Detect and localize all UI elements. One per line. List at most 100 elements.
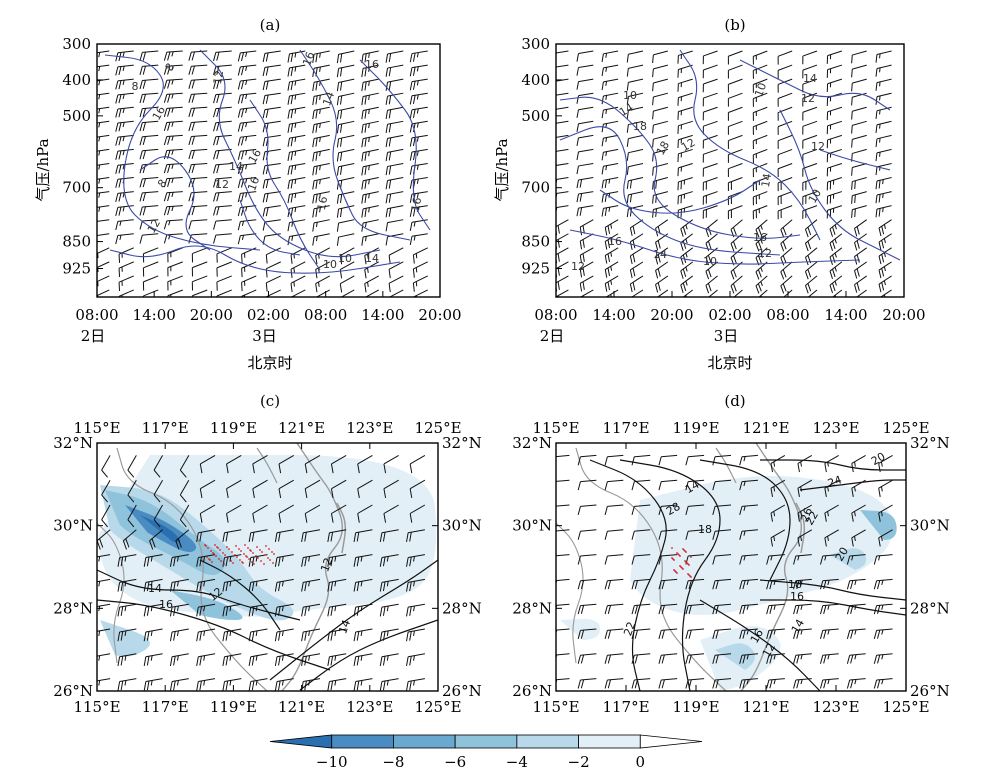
barb-feather: [278, 556, 281, 567]
panel-d-title: (d): [724, 392, 745, 410]
barb-feather: [316, 298, 317, 307]
barb-shaft: [878, 219, 892, 229]
wind-barb: [685, 578, 705, 590]
barb-feather: [383, 463, 387, 474]
barb-half-feather: [879, 152, 881, 157]
barb-half-feather: [334, 605, 337, 612]
contour-label: 14: [336, 618, 353, 636]
x-tick-label: 14:00: [361, 306, 404, 324]
barb-feather: [265, 179, 269, 189]
barb-feather: [139, 122, 143, 132]
wind-barb: [222, 628, 242, 642]
barb-half-feather: [685, 295, 687, 297]
barb-half-feather: [98, 206, 101, 212]
barb-shaft: [728, 78, 743, 85]
wind-barb: [829, 275, 843, 294]
wind-barb: [601, 205, 619, 217]
barb-shaft: [580, 554, 597, 557]
barb-shaft: [264, 191, 281, 195]
wind-barb: [802, 191, 818, 205]
wind-barb: [626, 191, 644, 204]
panel-b-xlabel: 北京时: [707, 354, 752, 372]
barb-feather: [191, 136, 195, 145]
barb-shaft: [331, 479, 347, 490]
wind-barb: [556, 529, 570, 532]
wind-barb: [188, 50, 208, 61]
red-dot: [250, 550, 252, 552]
barb-feather: [607, 281, 611, 291]
barb-shaft: [607, 529, 624, 532]
barb-feather: [409, 606, 412, 616]
wind-barb: [826, 64, 843, 78]
barb-shaft: [680, 275, 694, 286]
barb-shaft: [338, 162, 355, 168]
barb-feather: [312, 194, 315, 204]
barb-feather: [604, 456, 608, 466]
wind-barb: [262, 106, 281, 119]
wind-barb: [577, 578, 597, 590]
barb-feather: [139, 136, 143, 146]
barb-feather: [364, 194, 367, 203]
contour-label: 14: [803, 72, 817, 85]
barb-feather: [120, 631, 124, 641]
wind-barb: [685, 479, 705, 491]
wind-barb: [301, 578, 321, 592]
barb-shaft: [142, 106, 159, 110]
barb-feather: [705, 257, 710, 266]
barb-feather: [163, 94, 168, 103]
barb-feather: [652, 111, 654, 120]
red-dot: [231, 551, 233, 553]
barb-feather: [213, 178, 217, 188]
wind-barb: [655, 275, 669, 293]
barb-feather: [364, 208, 367, 218]
barb-feather: [873, 555, 878, 565]
barb-half-feather: [245, 94, 248, 100]
wind-barb: [556, 219, 569, 236]
barb-shaft: [329, 678, 347, 683]
barb-half-feather: [685, 252, 688, 258]
barb-shaft: [653, 106, 668, 112]
barb-feather: [143, 631, 147, 642]
panel-c-axes: 115°E115°E117°E117°E119°E119°E121°E121°E…: [53, 419, 481, 716]
barb-feather: [248, 607, 252, 617]
wind-barb: [115, 78, 134, 90]
red-dot: [264, 554, 266, 556]
wind-barb: [777, 191, 793, 206]
barb-shaft: [179, 455, 190, 471]
barb-feather: [304, 488, 308, 498]
barb-half-feather: [834, 295, 837, 297]
barb-feather: [406, 532, 409, 543]
barb-feather: [580, 297, 581, 305]
wind-barb: [556, 205, 569, 215]
wind-barb: [188, 134, 208, 146]
barb-shaft: [768, 603, 785, 607]
contour-label: 20: [869, 450, 888, 468]
barb-feather: [577, 655, 581, 664]
barb-feather: [287, 53, 290, 63]
y-tick-label: 925: [62, 260, 91, 278]
wind-barb: [274, 678, 294, 691]
barb-feather: [92, 109, 94, 118]
x-tick-label: 20:00: [190, 306, 233, 324]
wind-barb: [846, 628, 866, 640]
barb-shaft: [97, 120, 110, 124]
wind-barb: [340, 289, 355, 297]
barb-half-feather: [413, 605, 415, 612]
red-dot: [256, 546, 258, 548]
wind-barb: [237, 50, 257, 62]
barb-shaft: [802, 106, 818, 113]
barb-feather: [225, 606, 229, 616]
wind-barb: [118, 261, 134, 277]
contour-line: [619, 459, 721, 691]
wind-barb: [213, 50, 232, 62]
barb-shaft: [703, 120, 718, 127]
barb-shaft: [876, 578, 893, 582]
wind-barb: [807, 289, 818, 297]
barb-shaft: [408, 653, 425, 658]
red-dot: [220, 560, 222, 562]
barb-shaft: [604, 275, 619, 285]
barb-feather: [680, 270, 684, 279]
barb-shaft: [362, 205, 379, 210]
wind-barb: [385, 162, 404, 176]
red-dot: [673, 569, 675, 571]
